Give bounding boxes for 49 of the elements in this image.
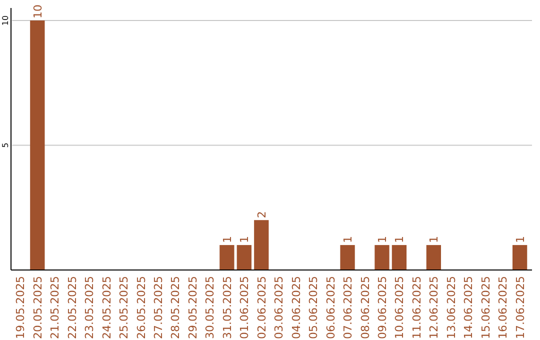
data-label: 1	[376, 236, 389, 244]
bar	[512, 245, 528, 270]
x-tick-label: 05.06.2025	[307, 276, 320, 339]
x-tick-label: 11.06.2025	[410, 276, 424, 339]
bar	[374, 245, 390, 270]
x-tick-label: 22.05.2025	[66, 276, 79, 339]
x-tick-label: 02.06.2025	[255, 276, 268, 339]
x-tick-label: 16.06.2025	[496, 276, 510, 339]
data-label: 2	[255, 211, 268, 218]
y-tick-label: 5	[1, 142, 10, 148]
x-tick-label: 09.06.2025	[376, 276, 389, 339]
bar	[340, 245, 355, 270]
x-tick-label: 31.05.2025	[220, 276, 234, 339]
bar	[236, 245, 252, 270]
x-tick-label: 08.06.2025	[358, 276, 372, 339]
x-tick-label: 28.05.2025	[169, 276, 182, 339]
bar	[426, 245, 441, 270]
x-tick-label: 13.06.2025	[444, 276, 458, 339]
x-tick-label: 14.06.2025	[462, 276, 476, 339]
x-tick-label: 20.05.2025	[31, 276, 44, 339]
bar	[30, 20, 45, 270]
x-tick-label: 04.06.2025	[290, 276, 303, 339]
data-label: 1	[393, 236, 406, 244]
x-tick-label: 26.05.2025	[134, 276, 148, 339]
x-tick-label: 21.05.2025	[48, 276, 62, 339]
bar	[220, 245, 234, 270]
bar	[254, 220, 269, 270]
data-label: 1	[428, 236, 441, 244]
data-label: 10	[31, 4, 44, 18]
x-tick-label: 17.06.2025	[514, 276, 527, 339]
x-tick-label: 23.05.2025	[83, 276, 96, 339]
x-tick-label: 15.06.2025	[479, 276, 492, 339]
x-tick-label: 24.05.2025	[100, 276, 114, 339]
data-label: 1	[514, 236, 527, 244]
x-tick-label: 07.06.2025	[342, 276, 355, 339]
x-tick-label: 29.05.2025	[186, 276, 200, 339]
x-tick-label: 27.05.2025	[152, 276, 166, 339]
data-label: 1	[342, 236, 355, 244]
x-tick-label: 01.06.2025	[238, 276, 252, 339]
x-tick-label: 03.06.2025	[272, 276, 286, 339]
x-tick-label: 25.05.2025	[118, 276, 131, 339]
x-tick-label: 30.05.2025	[204, 276, 217, 339]
data-label: 1	[238, 236, 252, 244]
data-label: 1	[220, 236, 234, 244]
x-tick-label: 12.06.2025	[428, 276, 441, 339]
x-tick-label: 06.06.2025	[324, 276, 338, 339]
x-tick-label: 19.05.2025	[14, 276, 28, 339]
x-tick-label: 10.06.2025	[393, 276, 406, 339]
bar	[392, 245, 407, 270]
